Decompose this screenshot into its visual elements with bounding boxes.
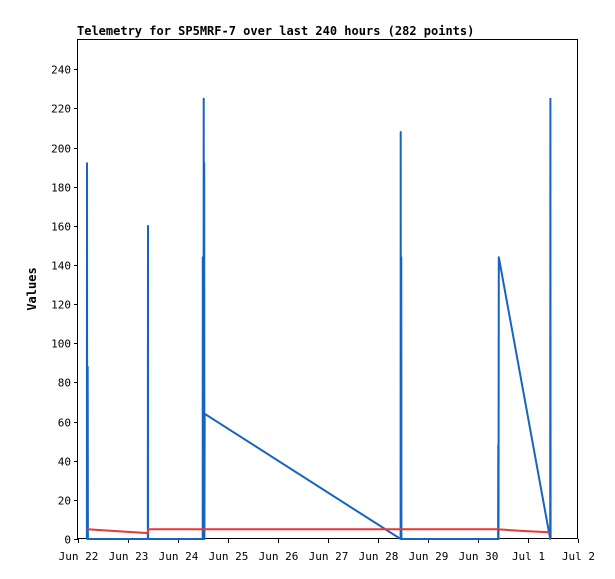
x-axis: Jun 22 Jun 23 Jun 24 Jun 25 Jun 26 Jun 27 Jun … — [59, 539, 595, 563]
x-tick-label: Jul 1 — [512, 550, 545, 563]
chart-title: Telemetry for SP5MRF-7 over last 240 hou… — [77, 24, 474, 38]
series-line-2 — [87, 528, 550, 535]
y-tick-label: 120 — [51, 299, 71, 312]
series-line-1 — [85, 97, 552, 540]
x-tick-label: Jun 24 — [159, 550, 199, 563]
y-tick-label: 60 — [58, 417, 71, 430]
y-tick-label: 180 — [51, 182, 71, 195]
y-tick-label: 20 — [58, 495, 71, 508]
x-tick-label: Jun 30 — [459, 550, 499, 563]
x-tick-label: Jun 23 — [109, 550, 149, 563]
y-axis: 0 20 40 60 80 100 120 140 160 180 200 220 240 — [51, 64, 78, 547]
y-tick-label: 80 — [58, 377, 71, 390]
y-tick-label: 160 — [51, 221, 71, 234]
y-tick-label: 140 — [51, 260, 71, 273]
x-tick-label: Jun 25 — [209, 550, 249, 563]
y-axis-label: Values — [25, 267, 39, 310]
y-tick-label: 40 — [58, 456, 71, 469]
plot-area — [77, 39, 578, 539]
x-tick-label: Jun 29 — [409, 550, 449, 563]
series-layer — [85, 97, 552, 540]
x-tick-label: Jun 28 — [359, 550, 399, 563]
y-tick-label: 220 — [51, 103, 71, 116]
y-tick-label: 200 — [51, 143, 71, 156]
x-tick-label: Jun 26 — [259, 550, 299, 563]
x-tick-label: Jul 2 — [562, 550, 595, 563]
x-tick-label: Jun 27 — [309, 550, 349, 563]
y-tick-label: 0 — [64, 534, 71, 547]
y-tick-label: 100 — [51, 338, 71, 351]
x-tick-label: Jun 22 — [59, 550, 99, 563]
y-tick-label: 240 — [51, 64, 71, 77]
